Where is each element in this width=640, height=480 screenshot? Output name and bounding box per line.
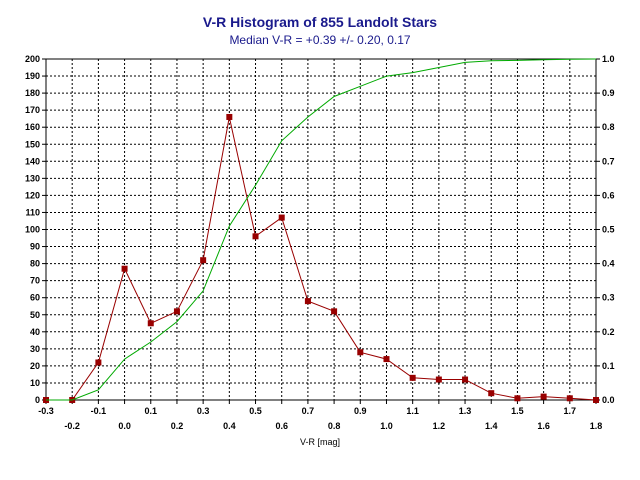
data-point-marker [435,376,442,383]
chart-title: V-R Histogram of 855 Landolt Stars [203,14,437,30]
data-point-marker [331,308,338,315]
x-tick-label: 0.1 [145,406,158,416]
series-layer [43,58,599,403]
y-right-tick-label: 0.1 [602,361,615,371]
x-tick-label: 1.3 [459,406,472,416]
y-left-tick-label: 180 [25,88,40,98]
y-left-tick-label: 40 [30,327,40,337]
data-point-marker [226,113,233,120]
x-tick-label: 1.1 [406,406,419,416]
grid-lines [46,59,596,400]
y-right-axis-ticks: 0.0 0.1 0.2 0.3 0.4 0.5 0.6 0.7 0.8 0.9 1.0 [596,54,615,405]
data-point-marker [95,359,102,366]
x-tick-label: 1.4 [485,421,498,431]
x-tick-label: -0.3 [38,406,54,416]
y-left-tick-label: 70 [30,276,40,286]
x-tick-label: 0.9 [354,406,367,416]
x-tick-label: 0.8 [328,421,341,431]
y-left-tick-label: 130 [25,173,40,183]
data-point-marker [383,356,390,363]
data-point-marker [488,390,495,397]
data-point-marker [462,376,469,383]
x-tick-label: 0.5 [249,406,262,416]
y-left-tick-label: 0 [35,395,40,405]
data-point-marker [409,374,416,381]
y-left-tick-label: 190 [25,71,40,81]
x-tick-label: 0.6 [275,421,288,431]
x-tick-label: -0.1 [91,406,107,416]
y-left-axis-ticks: 0 10 20 30 40 50 60 70 80 90 100 110 120 130 140 150 160… [25,54,46,405]
y-left-tick-label: 50 [30,310,40,320]
x-tick-label: 0.0 [118,421,131,431]
data-point-marker [357,349,364,356]
y-left-tick-label: 110 [25,207,40,217]
data-point-marker [147,320,154,327]
series-line-cumulative [46,58,597,401]
data-point-marker [566,395,573,402]
series-line-histogram [46,116,597,401]
x-tick-label: 1.8 [590,421,603,431]
x-tick-label: 0.7 [302,406,315,416]
y-left-tick-label: 100 [25,225,40,235]
data-point-marker [252,233,259,240]
y-right-tick-label: 0.6 [602,190,615,200]
x-axis-label: V-R [mag] [300,437,340,447]
x-tick-label: 1.5 [511,406,524,416]
y-left-tick-label: 80 [30,259,40,269]
data-point-marker [173,308,180,315]
y-left-tick-label: 20 [30,361,40,371]
x-axis-ticks: -0.3 -0.2 -0.1 0.0 0.1 0.2 0.3 0.4 0.5 0.6 0.7 0.8 0… [38,400,602,431]
x-tick-label: 1.7 [564,406,577,416]
data-point-marker [304,298,311,305]
y-right-tick-label: 0.2 [602,327,615,337]
x-tick-label: 0.4 [223,421,236,431]
data-point-marker [278,214,285,221]
y-right-tick-label: 0.5 [602,225,615,235]
y-left-tick-label: 200 [25,54,40,64]
y-right-tick-label: 0.0 [602,395,615,405]
data-point-marker [514,395,521,402]
x-tick-label: 1.2 [433,421,446,431]
y-left-tick-label: 60 [30,293,40,303]
y-left-tick-label: 140 [25,156,40,166]
data-point-marker [593,397,599,403]
y-left-tick-label: 10 [30,378,40,388]
x-tick-label: 1.0 [380,421,393,431]
y-right-tick-label: 0.8 [602,122,615,132]
y-right-tick-label: 0.9 [602,88,615,98]
y-left-tick-label: 160 [25,122,40,132]
y-left-tick-label: 120 [25,190,40,200]
x-tick-label: 1.6 [537,421,550,431]
y-right-tick-label: 0.4 [602,259,615,269]
plot-frame [45,58,597,401]
x-tick-label: 0.2 [171,421,184,431]
y-left-tick-label: 30 [30,344,40,354]
chart-subtitle: Median V-R = +0.39 +/- 0.20, 0.17 [229,33,410,47]
data-point-marker [540,393,547,400]
x-tick-label: -0.2 [64,421,80,431]
data-point-marker [200,257,207,264]
y-left-tick-label: 90 [30,242,40,252]
y-right-tick-label: 0.7 [602,156,615,166]
y-left-tick-label: 150 [25,139,40,149]
x-tick-label: 0.3 [197,406,210,416]
y-right-tick-label: 0.3 [602,293,615,303]
y-left-tick-label: 170 [25,105,40,115]
data-point-marker [121,265,128,272]
y-right-tick-label: 1.0 [602,54,615,64]
